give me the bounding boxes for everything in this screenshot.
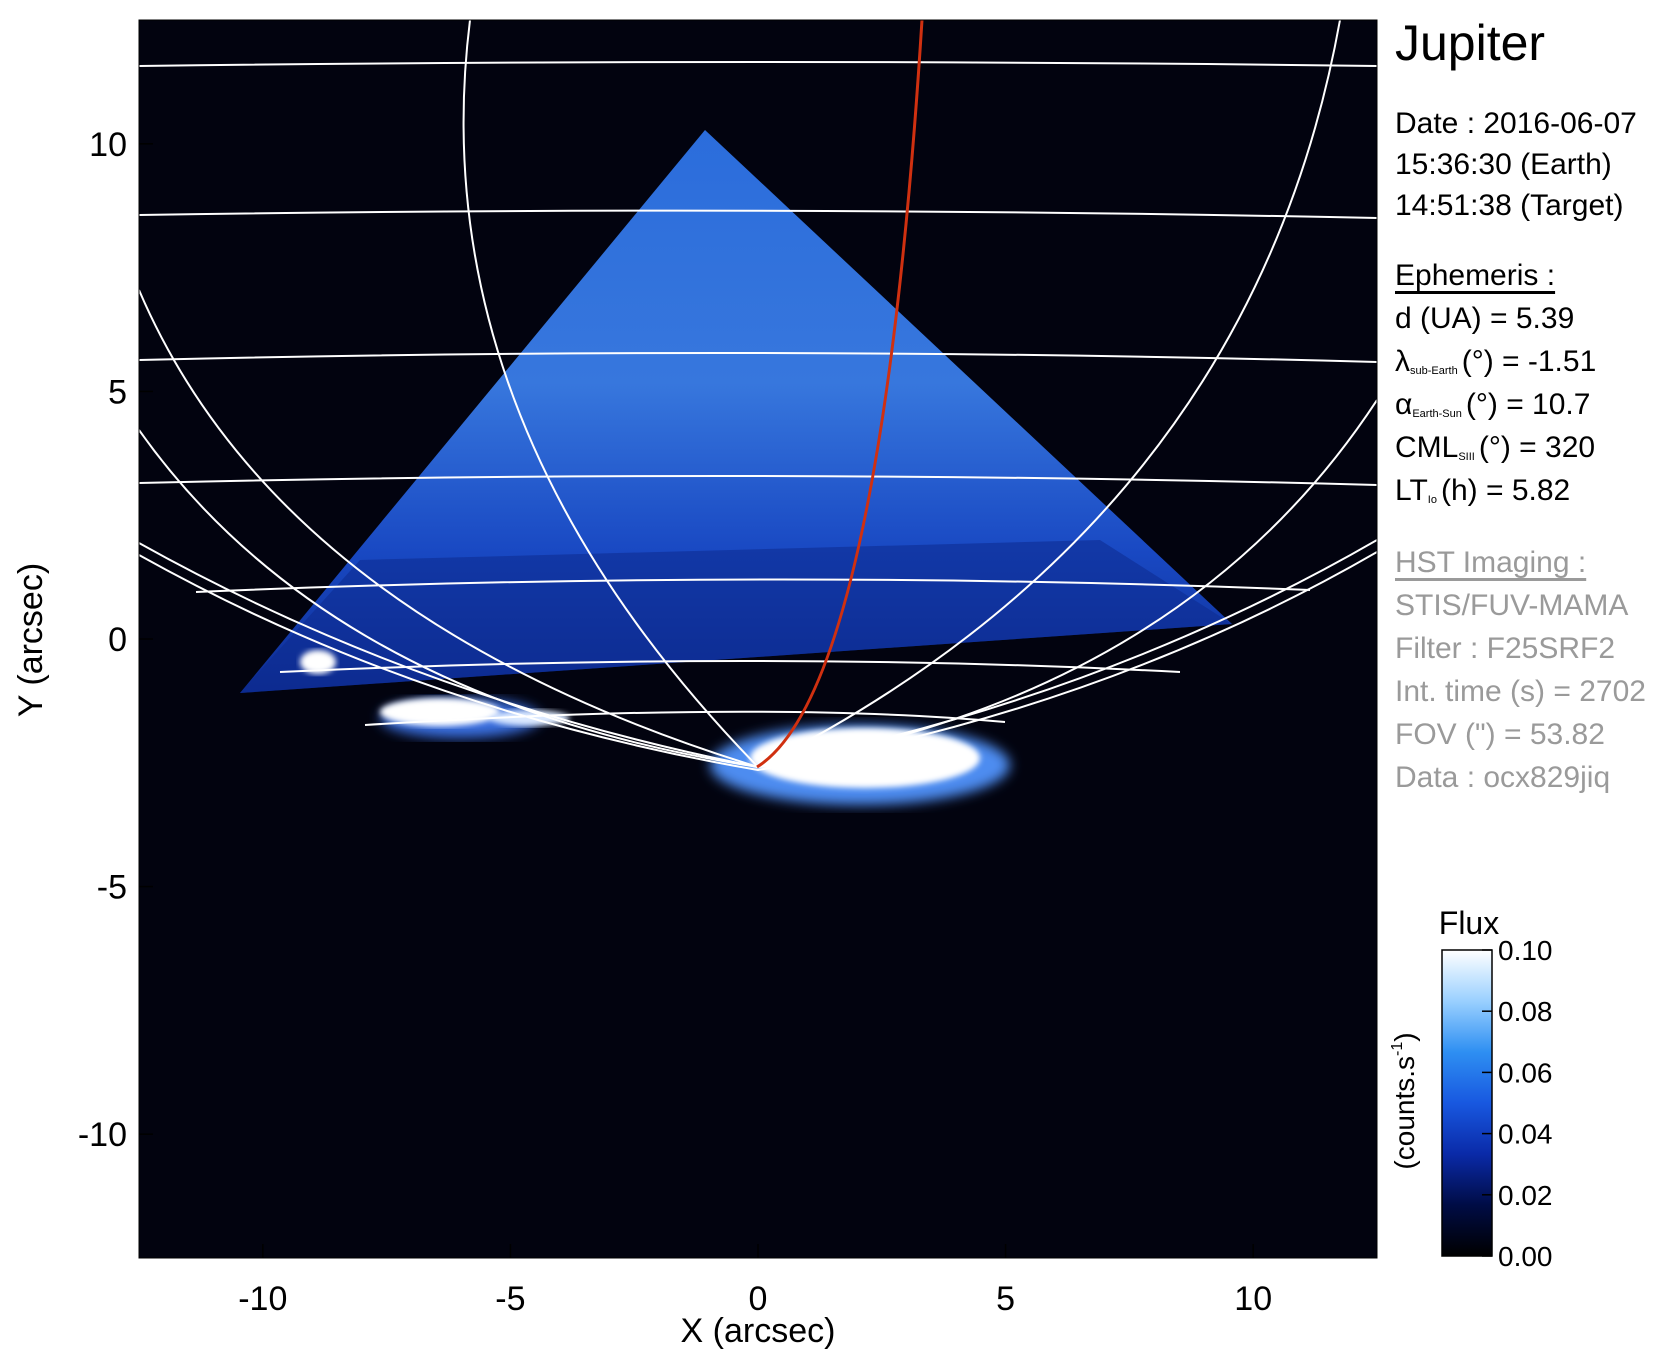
phase-value: (°) = 10.7 — [1465, 388, 1591, 421]
hst-data-id: Data : ocx829jiq — [1395, 761, 1611, 794]
y-tick-label: -10 — [78, 1116, 127, 1154]
lt-subscript: Io — [1427, 494, 1437, 506]
hst-int-time: Int. time (s) = 2702 — [1395, 675, 1646, 708]
colorbar-tick-label: 0.02 — [1498, 1180, 1553, 1211]
y-tick-label: 0 — [108, 621, 127, 659]
y-tick-label: -5 — [97, 869, 127, 907]
cml-value: (°) = 320 — [1478, 431, 1596, 464]
x-ticks: -10 -5 0 5 10 — [238, 1244, 1272, 1318]
phase-symbol: α — [1395, 388, 1413, 421]
colorbar-tick-label: 0.10 — [1498, 935, 1553, 966]
hst-header: HST Imaging : — [1395, 546, 1587, 579]
y-axis-label: Y (arcsec) — [12, 563, 50, 717]
hst-fov: FOV (") = 53.82 — [1395, 718, 1605, 751]
x-tick-label: 0 — [749, 1280, 768, 1318]
ephemeris-distance: d (UA) = 5.39 — [1395, 302, 1575, 335]
colorbar-tick-label: 0.06 — [1498, 1057, 1553, 1088]
lat-value: (°) = -1.51 — [1461, 345, 1597, 378]
phase-subscript: Earth-Sun — [1412, 408, 1462, 420]
obs-time-target: 14:51:38 (Target) — [1395, 189, 1624, 222]
planet-name: Jupiter — [1395, 15, 1546, 71]
colorbar — [1441, 949, 1493, 1257]
y-ticks: 10 5 0 -5 -10 — [78, 126, 153, 1154]
lt-symbol: LT — [1395, 474, 1428, 507]
y-tick-label: 5 — [108, 373, 127, 411]
colorbar-tick-label: 0.04 — [1498, 1119, 1553, 1150]
colorbar-tick-label: 0.00 — [1498, 1241, 1553, 1272]
cml-subscript: SIII — [1458, 451, 1475, 463]
colorbar-title: Flux — [1439, 905, 1499, 941]
x-tick-label: -10 — [238, 1280, 287, 1318]
ephemeris-header: Ephemeris : — [1395, 259, 1556, 292]
cml-symbol: CML — [1395, 431, 1459, 464]
x-axis-label: X (arcsec) — [681, 1312, 836, 1350]
lt-value: (h) = 5.82 — [1440, 474, 1571, 507]
lat-symbol: λ — [1395, 345, 1410, 378]
hst-instrument: STIS/FUV-MAMA — [1395, 589, 1629, 622]
colorbar-label-sup: -1 — [1389, 1042, 1406, 1056]
hst-filter: Filter : F25SRF2 — [1395, 632, 1616, 665]
colorbar-ticks: 0.10 0.08 0.06 0.04 0.02 0.00 — [1482, 935, 1553, 1272]
ephemeris-cml: CMLSIII (°) = 320 — [1395, 427, 1595, 478]
obs-date: Date : 2016-06-07 — [1395, 107, 1637, 140]
ephemeris-local-time: LTIo (h) = 5.82 — [1395, 470, 1570, 521]
x-tick-label: -5 — [495, 1280, 525, 1318]
x-tick-label: 10 — [1234, 1280, 1272, 1318]
obs-time-earth: 15:36:30 (Earth) — [1395, 148, 1612, 181]
colorbar-label-main: (counts.s — [1389, 1056, 1420, 1170]
ephemeris-phase: αEarth-Sun (°) = 10.7 — [1395, 384, 1590, 435]
colorbar-tick-label: 0.08 — [1498, 996, 1553, 1027]
ephemeris-latitude: λsub-Earth (°) = -1.51 — [1395, 341, 1596, 392]
io-footpath — [756, 20, 924, 769]
lat-subscript: sub-Earth — [1410, 365, 1458, 377]
colorbar-label: (counts.s-1) — [1389, 1032, 1420, 1169]
y-tick-label: 10 — [89, 126, 127, 164]
colorbar-label-end: ) — [1389, 1032, 1420, 1041]
x-tick-label: 5 — [996, 1280, 1015, 1318]
